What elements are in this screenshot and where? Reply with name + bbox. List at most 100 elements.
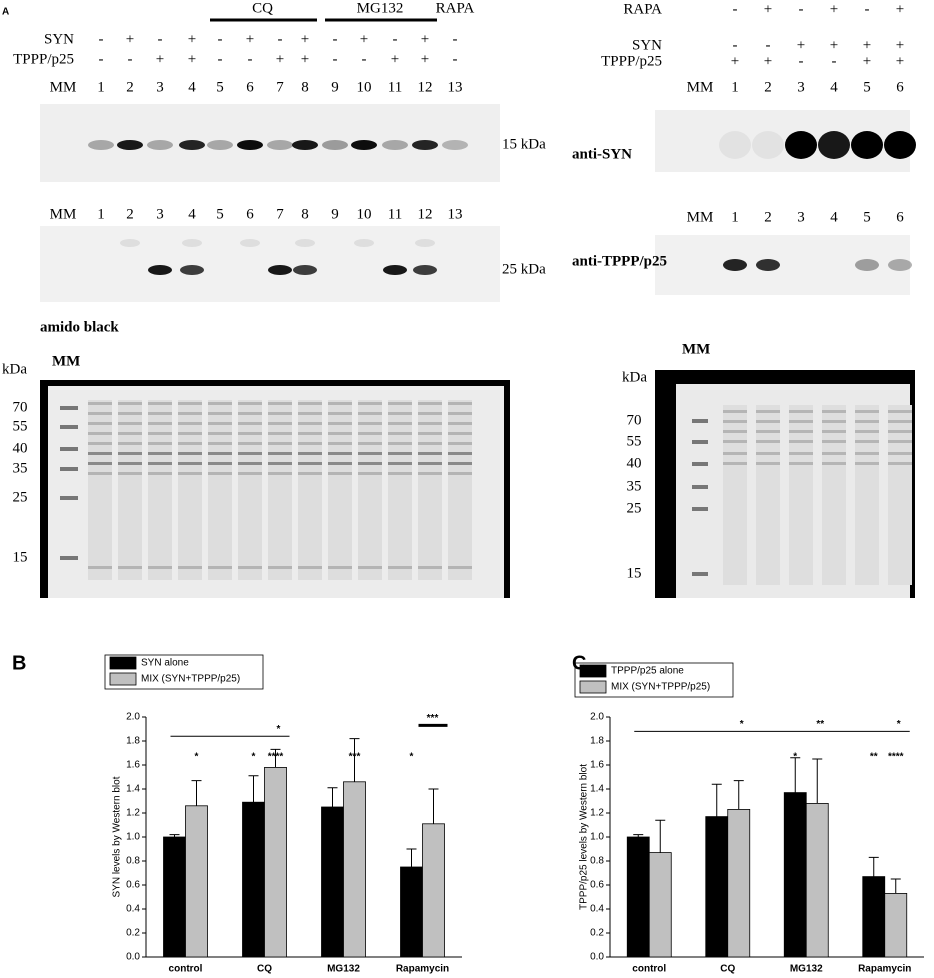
lane-band xyxy=(756,410,780,413)
lane-label: 12 xyxy=(418,79,433,95)
significance: * xyxy=(410,752,414,763)
lane-band xyxy=(448,402,472,405)
band xyxy=(179,140,205,150)
lane-band xyxy=(418,422,442,425)
lane-label: 8 xyxy=(301,206,309,222)
ladder xyxy=(60,447,78,451)
sign: - xyxy=(799,53,804,69)
lane-band xyxy=(888,452,912,455)
lane xyxy=(756,405,780,585)
band xyxy=(382,140,408,150)
lane-band xyxy=(208,432,232,435)
lane-band xyxy=(388,462,412,465)
ladder xyxy=(60,496,78,500)
band xyxy=(851,131,883,159)
sign: + xyxy=(896,37,904,53)
sign: + xyxy=(830,37,838,53)
lane-band xyxy=(822,420,846,423)
sign: - xyxy=(393,31,398,47)
lane-label: 3 xyxy=(156,206,164,222)
lane-label: 2 xyxy=(764,209,772,225)
lane-band xyxy=(268,422,292,425)
lane-band xyxy=(268,432,292,435)
error-bar xyxy=(406,848,417,867)
lane-label: 1 xyxy=(97,79,105,95)
lane-band xyxy=(88,462,112,465)
lane-band xyxy=(418,566,442,569)
lane-band xyxy=(418,432,442,435)
y-tick-label: 0.8 xyxy=(126,856,140,867)
lane-label: 11 xyxy=(388,206,402,222)
legend-box xyxy=(104,654,264,690)
lane-band xyxy=(328,432,352,435)
lane-band xyxy=(756,462,780,465)
error-bar xyxy=(349,738,360,782)
lane-band xyxy=(268,462,292,465)
error-bar xyxy=(890,878,901,894)
lane-band xyxy=(148,412,172,415)
bracket-label: ** xyxy=(816,719,824,730)
legend-label: MIX (SYN+TPPP/p25) xyxy=(611,682,710,693)
lane-band xyxy=(418,442,442,445)
lane-band xyxy=(388,402,412,405)
y-tick-label: 1.8 xyxy=(126,736,140,747)
lane-band xyxy=(328,462,352,465)
error-bar xyxy=(711,783,722,817)
sign: - xyxy=(733,1,738,17)
sign: + xyxy=(301,51,309,67)
lane-label: 6 xyxy=(246,206,254,222)
legend-label: MIX (SYN+TPPP/p25) xyxy=(141,674,240,685)
lane-label: 2 xyxy=(764,79,772,95)
lane-band xyxy=(388,412,412,415)
gel-marker: 35 xyxy=(13,460,28,476)
group-label: RAPA xyxy=(436,0,475,16)
lane-band xyxy=(418,462,442,465)
lane-band xyxy=(855,462,879,465)
sign: - xyxy=(248,51,253,67)
sign: - xyxy=(278,31,283,47)
lane-band xyxy=(448,432,472,435)
lane-band xyxy=(328,452,352,455)
lane-label: 3 xyxy=(156,79,164,95)
sign: - xyxy=(362,51,367,67)
lane-band xyxy=(238,472,262,475)
lane xyxy=(388,400,412,580)
lane-band xyxy=(328,412,352,415)
lane-band xyxy=(756,430,780,433)
lane-band xyxy=(418,402,442,405)
sign: + xyxy=(360,31,368,47)
lane-band xyxy=(238,566,262,569)
lane-band xyxy=(723,420,747,423)
lane-band xyxy=(118,472,142,475)
bar xyxy=(242,801,265,958)
lane xyxy=(789,405,813,585)
x-tick-label: CQ xyxy=(720,964,735,975)
lane-label: 3 xyxy=(797,209,805,225)
sign: - xyxy=(865,1,870,17)
band xyxy=(884,131,916,159)
sign: + xyxy=(764,53,772,69)
sign: - xyxy=(333,51,338,67)
lane xyxy=(148,400,172,580)
band xyxy=(322,140,348,150)
gel-marker: 55 xyxy=(13,418,28,434)
lane-label: 5 xyxy=(216,79,224,95)
lane-label: 7 xyxy=(276,79,284,95)
lane xyxy=(448,400,472,580)
lane-band xyxy=(238,452,262,455)
gel-mm: MM xyxy=(682,341,710,357)
band xyxy=(292,140,318,150)
lane-band xyxy=(88,402,112,405)
lane-band xyxy=(148,432,172,435)
lane-band xyxy=(789,452,813,455)
lane-band xyxy=(118,422,142,425)
gel-marker: 25 xyxy=(627,500,642,516)
significance: **** xyxy=(268,752,284,763)
ladder xyxy=(60,467,78,471)
band xyxy=(752,131,784,159)
lane-label: 5 xyxy=(863,79,871,95)
lane-label: 7 xyxy=(276,206,284,222)
lane-band xyxy=(358,472,382,475)
bracket-label: * xyxy=(277,724,281,735)
